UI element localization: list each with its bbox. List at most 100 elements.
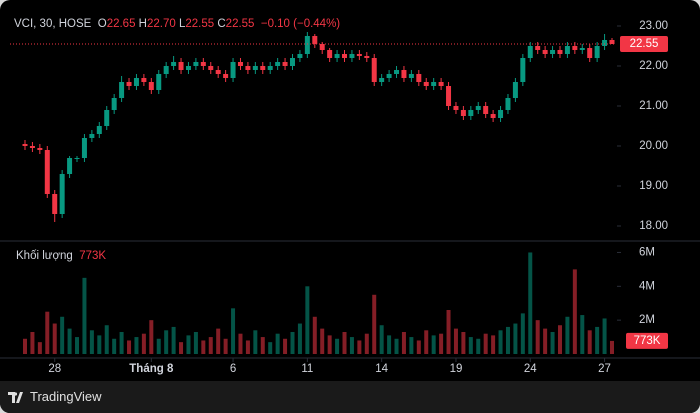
volume-bar: [75, 337, 80, 354]
volume-bar: [312, 316, 317, 354]
volume-bar: [97, 335, 102, 354]
candle-body: [498, 110, 504, 118]
y2-tick-label: 2M: [639, 314, 655, 326]
candle-body: [304, 36, 310, 54]
candle-body: [356, 54, 362, 56]
candle-body: [52, 194, 58, 214]
candle-body: [453, 106, 459, 110]
symbol: VCI, 30, HOSE: [14, 18, 92, 30]
volume-bar: [245, 340, 250, 354]
candle-body: [282, 62, 288, 66]
volume-bar: [364, 333, 369, 354]
candle-body: [327, 50, 333, 58]
candle-body: [349, 54, 355, 58]
y2-tick-label: 6M: [639, 246, 655, 258]
volume-bar: [290, 332, 295, 354]
candle-body: [223, 74, 229, 78]
candle-body: [535, 46, 541, 50]
candle-body: [460, 110, 466, 116]
candle-body: [572, 46, 578, 50]
volume-bar: [580, 315, 585, 354]
price-legend: VCI, 30, HOSE O22.65 H22.70 L22.55 C22.5…: [14, 18, 340, 30]
volume-bar: [357, 340, 362, 354]
volume-bar: [416, 340, 421, 354]
last-price-label: 22.55: [630, 38, 659, 50]
volume-bar: [231, 308, 236, 354]
y2-tick-label: 4M: [639, 280, 655, 292]
x-tick-label: 19: [450, 363, 463, 375]
footer: TradingView: [0, 381, 700, 413]
candle-body: [342, 54, 348, 58]
volume-bar: [268, 342, 273, 354]
candle-body: [275, 62, 281, 66]
volume-bar: [134, 337, 139, 354]
candle-body: [111, 98, 117, 110]
candle-body: [594, 46, 600, 58]
volume-title: Khối lượng: [16, 250, 73, 262]
volume-bar: [89, 330, 94, 354]
volume-bar: [572, 269, 577, 354]
candle-body: [289, 58, 295, 66]
volume-bar: [476, 338, 481, 354]
volume-bar: [394, 338, 399, 354]
candle-body: [423, 82, 429, 86]
volume-bar: [372, 294, 377, 354]
candle-body: [505, 98, 511, 110]
volume-bar: [446, 310, 451, 354]
logo: [8, 392, 23, 403]
candle-body: [74, 158, 80, 159]
candle-body: [245, 66, 251, 70]
volume-bar: [535, 320, 540, 354]
volume-bar: [342, 332, 347, 354]
candle-body: [438, 82, 444, 86]
volume-bar: [409, 337, 414, 354]
volume-bar: [587, 330, 592, 354]
ohlc-legend: O22.65 H22.70 L22.55 C22.55: [98, 18, 258, 30]
volume-legend: Khối lượng 773K: [16, 250, 106, 262]
volume-bar: [186, 335, 191, 354]
volume-bar: [30, 332, 35, 354]
volume-bar: [193, 332, 198, 354]
legend-value: 22.65: [106, 18, 136, 30]
volume-bar: [164, 330, 169, 354]
volume-bar: [565, 316, 570, 354]
candle-body: [483, 106, 489, 114]
volume-bar: [550, 332, 555, 354]
change: −0.10 (−0.44%): [260, 18, 341, 30]
last-price-box: [620, 36, 668, 52]
volume-bar: [201, 340, 206, 354]
x-tick-label: 27: [598, 363, 611, 375]
volume-bar: [401, 332, 406, 354]
volume-bar: [104, 325, 109, 354]
candle-body: [156, 74, 162, 90]
candle-body: [104, 110, 110, 126]
volume-bar: [149, 320, 154, 354]
candle-body: [602, 40, 608, 46]
volume-bar: [491, 335, 496, 354]
volume-bar: [45, 311, 50, 354]
volume-bar: [335, 338, 340, 354]
candle-body: [267, 66, 273, 70]
volume-bar: [208, 337, 213, 354]
volume-bar: [179, 342, 184, 354]
candle-body: [133, 78, 139, 86]
volume-bar: [327, 335, 332, 354]
volume-bar: [52, 323, 57, 354]
candle-body: [171, 62, 177, 66]
candle-body: [557, 50, 563, 54]
legend-key: H: [138, 18, 147, 30]
volume-bar: [453, 328, 458, 354]
volume-bar: [253, 330, 258, 354]
candle-body: [468, 110, 474, 116]
candle-body: [141, 78, 147, 82]
candle-body: [319, 44, 325, 50]
candle-body: [527, 46, 533, 58]
legend-key: C: [217, 18, 226, 30]
volume-bar: [543, 328, 548, 354]
last-volume-box: [626, 332, 668, 349]
candle-body: [416, 74, 422, 82]
volume-bar: [67, 328, 72, 354]
candle-body: [148, 82, 154, 90]
y-tick-label: 19.00: [639, 180, 668, 192]
legend-value: 22.55: [225, 18, 255, 30]
